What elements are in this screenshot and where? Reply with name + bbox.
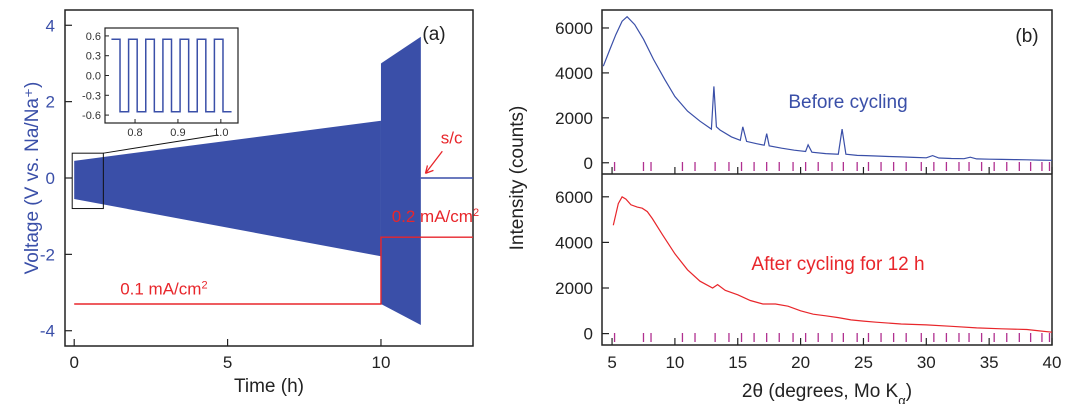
reference-peak-ticks: [613, 162, 1051, 342]
inset-x-tick-label: 1.0: [213, 127, 228, 139]
current-profile-line: [74, 236, 473, 305]
panel-a-x-axis-label: Time (h): [234, 376, 304, 397]
x-tick-label: 10: [665, 353, 684, 372]
y-tick-label: 4000: [555, 64, 593, 83]
x-tick-label: 0: [69, 353, 78, 372]
inset-x-tick-label: 0.8: [127, 127, 142, 139]
panel-b-label: (b): [1015, 26, 1038, 47]
y-tick-label: -4: [40, 322, 55, 341]
short-circuit-arrow: [424, 150, 443, 175]
x-tick-label: 5: [223, 353, 232, 372]
voltage-envelope-high-current: [380, 36, 421, 326]
y-tick-label: -2: [40, 245, 55, 264]
series-before-cycling: [602, 15, 1053, 161]
voltage-envelope: [74, 120, 381, 257]
panel-b-frame: [601, 9, 1053, 346]
short-circuit-annotation: s/c: [441, 129, 463, 148]
panel-b-x-ticks: 5 10 15 20 25 30 35 40: [607, 167, 1061, 372]
x-tick-label: 40: [1043, 353, 1062, 372]
inset-x-tick-label: 0.9: [170, 127, 185, 139]
inset-zoom-box: [71, 152, 104, 210]
panel-b-top-y-ticks: 0 2000 4000 6000: [555, 19, 609, 173]
legend-after-cycling: After cycling for 12 h: [751, 254, 924, 275]
inset-y-tick-label: 0.0: [86, 71, 101, 83]
panel-a: -4 -2 0 2 4 0 5 10 Voltage (V vs. Na/Na⁺) Time…: [22, 9, 479, 397]
panel-b-y-axis-label: Intensity (counts): [507, 106, 528, 251]
panel-b-x-axis-label: 2θ (degrees, Mo Kα): [742, 381, 912, 404]
inset-plot: 0.6 0.3 0.0 -0.3 -0.6 0.8 0.9 1.0: [82, 27, 239, 139]
inset-connector-line: [103, 134, 219, 154]
y-tick-label: 4000: [555, 233, 593, 252]
x-tick-label: 5: [607, 353, 616, 372]
inset-y-ticks: 0.6 0.3 0.0 -0.3 -0.6: [82, 31, 109, 122]
x-tick-label: 20: [791, 353, 810, 372]
y-tick-label: 2: [46, 93, 55, 112]
panel-b: 0 2000 4000 6000 0 2000 4000 6000 5 10 15 20 25 30 3…: [507, 9, 1061, 404]
series-after-cycling: [612, 195, 1053, 333]
panel-a-label: (a): [422, 24, 445, 45]
x-tick-label: 15: [728, 353, 747, 372]
panel-a-y-axis-label: Voltage (V vs. Na/Na⁺): [22, 82, 43, 275]
current-annotation-low: 0.1 mA/cm2: [120, 279, 207, 298]
panel-a-x-ticks: 0 5 10: [69, 339, 390, 372]
y-tick-label: 0: [584, 154, 593, 173]
panel-a-y-ticks: -4 -2 0 2 4: [40, 16, 72, 341]
y-tick-label: 6000: [555, 188, 593, 207]
inset-y-tick-label: 0.3: [86, 51, 101, 63]
y-tick-label: 0: [46, 169, 55, 188]
inset-y-tick-label: -0.3: [82, 90, 101, 102]
y-tick-label: 2000: [555, 109, 593, 128]
y-tick-label: 4: [46, 16, 55, 35]
y-tick-label: 2000: [555, 279, 593, 298]
y-tick-label: 0: [584, 325, 593, 344]
x-tick-label: 30: [917, 353, 936, 372]
y-tick-label: 6000: [555, 19, 593, 38]
current-annotation-high: 0.2 mA/cm2: [392, 207, 479, 226]
x-tick-label: 35: [980, 353, 999, 372]
inset-y-tick-label: 0.6: [86, 31, 101, 43]
panel-b-bottom-y-ticks: 0 2000 4000 6000: [555, 188, 609, 344]
x-tick-label: 10: [372, 353, 391, 372]
x-tick-label: 25: [854, 353, 873, 372]
legend-before-cycling: Before cycling: [788, 92, 907, 113]
inset-x-ticks: 0.8 0.9 1.0: [127, 119, 228, 139]
inset-square-wave: [111, 38, 232, 113]
inset-y-tick-label: -0.6: [82, 110, 101, 122]
